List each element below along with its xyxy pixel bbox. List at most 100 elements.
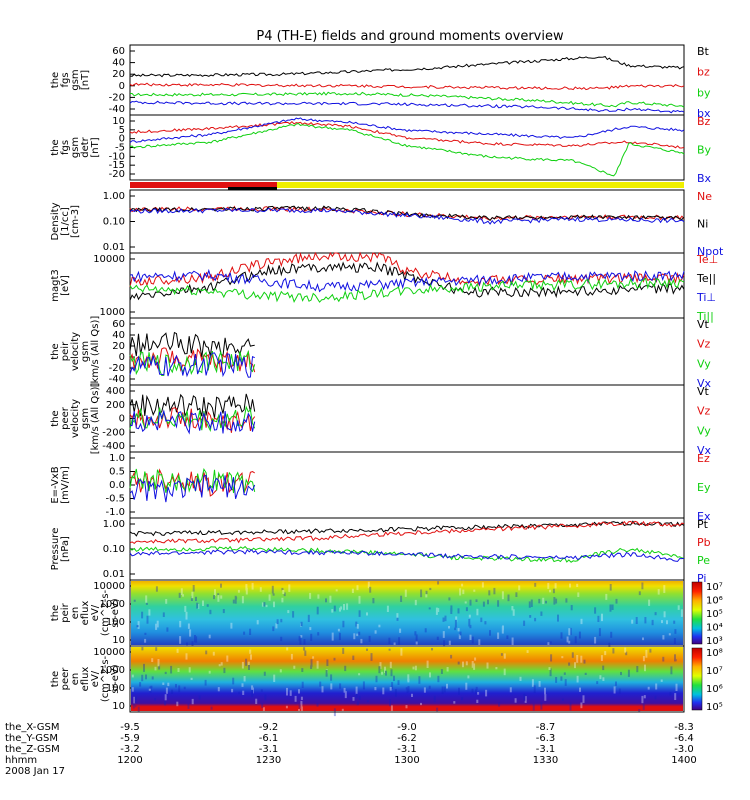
y-tick-label: -40: [109, 104, 125, 115]
x-tick-label: -3.1: [259, 744, 279, 755]
y-tick-label: 5: [119, 125, 125, 136]
y-tick-label: 200: [106, 400, 125, 411]
series-line-bx: [129, 100, 685, 114]
y-tick-label: 40: [112, 330, 125, 341]
x-tick-label: 1300: [394, 755, 419, 766]
y-tick-label: 1000: [100, 599, 125, 610]
series-line-Te⊥: [129, 251, 685, 287]
y-tick-label: -400: [102, 441, 125, 452]
y-tick-label: 100: [106, 683, 125, 694]
x-tick-label: -9.0: [397, 722, 417, 733]
panel-frame: [129, 44, 685, 116]
y-tick-label: -0.5: [105, 494, 125, 505]
x-tick-label: -6.3: [536, 733, 556, 744]
series-line-Vx: [129, 409, 256, 435]
x-tick-label: -9.2: [259, 722, 279, 733]
x-tick-label: -3.1: [536, 744, 556, 755]
y-axis-label: (cm^2-s-: [100, 655, 111, 702]
y-tick-label: 0: [119, 414, 125, 425]
legend-Pt: Pt: [697, 518, 709, 531]
y-axis-label: peer: [60, 406, 71, 430]
legend-Ni: Ni: [697, 218, 708, 231]
colorbar-tick-label: 10³: [706, 636, 723, 647]
y-tick-label: -200: [102, 427, 125, 438]
legend-Vz: Vz: [697, 405, 711, 418]
y-axis-label: peer: [60, 667, 71, 691]
y-axis-label: peir: [60, 602, 71, 622]
series-line-Vx: [129, 352, 255, 378]
y-tick-label: 1.00: [103, 519, 125, 530]
colorbar-tick-label: 10⁶: [706, 684, 723, 695]
legend-Ti||: Ti||: [696, 310, 714, 323]
colorbar-tick-label: 10⁶: [706, 596, 723, 607]
y-tick-label: -20: [109, 363, 125, 374]
y-tick-label: -1.0: [105, 507, 125, 518]
colorbar-peer_eflux: [691, 647, 703, 711]
series-line-Vt: [129, 393, 256, 419]
y-axis-label: gsm: [70, 137, 81, 158]
y-axis-label: Density: [50, 202, 61, 240]
y-axis-label: [cm-3]: [70, 205, 81, 238]
y-tick-label: 10000: [93, 581, 125, 592]
y-axis-label: gsm: [70, 69, 81, 90]
y-axis-label: [mV/m]: [60, 466, 71, 504]
panel-frame: [129, 252, 685, 319]
panel-frame: [129, 114, 685, 181]
y-tick-label: 0: [119, 134, 125, 145]
quality-flag-bar: [130, 182, 684, 190]
x-row-label: hhmm: [5, 755, 37, 766]
legend-Bz: Bz: [697, 115, 711, 128]
series-line-Ey: [129, 468, 256, 494]
y-axis-label: en: [70, 673, 81, 686]
y-tick-label: 1000: [100, 307, 125, 318]
y-tick-label: 60: [112, 319, 125, 330]
legend-Vy: Vy: [697, 357, 711, 370]
flag-bar-yellow: [277, 182, 684, 188]
legend-Pb: Pb: [697, 536, 711, 549]
y-tick-label: 1.0: [109, 453, 125, 464]
y-tick-label: 400: [106, 386, 125, 397]
x-tick-label: -5.9: [120, 733, 140, 744]
y-tick-label: 0.10: [103, 544, 125, 555]
y-tick-label: 100: [106, 617, 125, 628]
colorbar-tick-label: 10⁸: [706, 648, 723, 659]
y-axis-label: eV/: [90, 670, 101, 687]
x-tick-label: 1330: [533, 755, 558, 766]
x-tick-label: 1200: [117, 755, 142, 766]
x-tick-label: -3.0: [674, 744, 694, 755]
y-axis-label: [nT]: [80, 70, 91, 90]
flag-bar-red: [130, 182, 277, 188]
legend-bz: bz: [697, 66, 710, 79]
series-line-Pb: [129, 520, 685, 545]
legend-Npot: Npot: [697, 245, 724, 258]
panel-frame: [129, 384, 685, 453]
series-line-Bx: [129, 117, 685, 144]
y-axis-label: [km/s (All Qs)]: [90, 383, 101, 455]
y-axis-label: peir: [60, 341, 71, 361]
y-axis-label: eV/: [90, 604, 101, 621]
spectrogram-texture: [131, 647, 678, 717]
y-axis-label: fgs: [60, 72, 71, 87]
y-axis-label: the: [50, 410, 61, 426]
x-tick-label: -9.5: [120, 722, 140, 733]
y-axis-label: gsm: [80, 341, 91, 362]
legend-Ey: Ey: [697, 481, 711, 494]
legend-Te||: Te||: [696, 272, 716, 285]
y-axis-label: the: [50, 139, 61, 155]
colorbar-tick-label: 10⁴: [706, 623, 723, 634]
y-tick-label: 0.10: [103, 217, 125, 228]
legend-Vx: Vx: [697, 377, 712, 390]
legend-Ex: Ex: [697, 510, 711, 523]
y-axis-label: magt3: [50, 269, 61, 302]
y-axis-label: detr: [80, 136, 91, 157]
y-tick-label: -40: [109, 374, 125, 385]
y-tick-label: 0: [119, 81, 125, 92]
colorbar-tick-label: 10⁷: [706, 582, 723, 593]
legend-bx: bx: [697, 107, 711, 120]
x-tick-label: -8.3: [674, 722, 694, 733]
legend-Ez: Ez: [697, 452, 710, 465]
legend-Vt: Vt: [697, 318, 710, 331]
